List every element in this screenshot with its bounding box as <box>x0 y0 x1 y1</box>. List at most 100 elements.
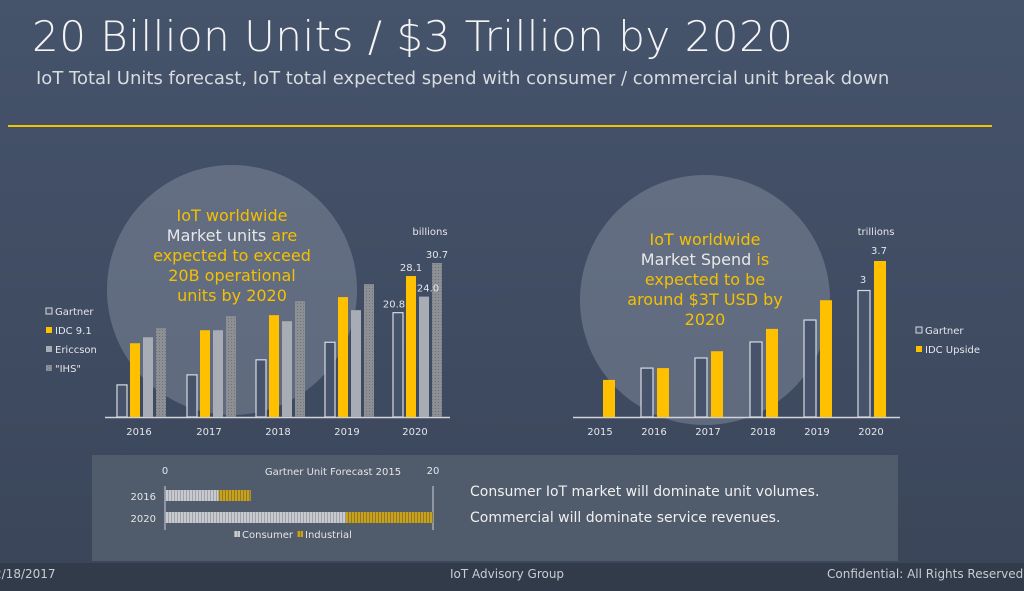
bar-idcupside-2018 <box>766 328 778 417</box>
x-tick-label: 2020 <box>858 427 883 438</box>
x-tick-label: 2019 <box>334 427 359 438</box>
note-commercial: Commercial will dominate service revenue… <box>470 510 781 526</box>
chart-title: Gartner Unit Forecast 2015 <box>265 467 401 478</box>
x-tick-label: 2018 <box>750 427 775 438</box>
bar-idc91-2017 <box>200 330 210 417</box>
legend-swatch <box>45 307 53 315</box>
legend-swatch <box>46 365 52 371</box>
data-label: 3 <box>860 275 866 286</box>
bar-gartner-2017 <box>186 374 198 418</box>
legend-label: Industrial <box>305 530 352 541</box>
callout-line: expected to be <box>644 270 766 289</box>
x-tick-label: 0 <box>162 466 168 477</box>
data-label: 20.8 <box>383 300 405 311</box>
bar-gartner-2016 <box>116 384 128 418</box>
callout-line: IoT worldwide <box>176 206 288 225</box>
bar-gartner-2016 <box>640 367 654 418</box>
unit-forecast-panel <box>92 455 898 561</box>
footer-bar <box>0 563 1024 591</box>
legend-label: Consumer <box>242 530 294 541</box>
legend-swatch <box>234 531 240 537</box>
legend-label: IDC 9.1 <box>55 326 92 337</box>
slide-title: 20 Billion Units / $3 Trillion by 2020 <box>32 12 794 61</box>
footer-org: IoT Advisory Group <box>450 567 565 581</box>
bar-gartner-2018 <box>255 359 267 418</box>
bar-ericcson-2020 <box>419 296 429 417</box>
bar-ericcson-2016 <box>143 337 153 417</box>
data-label: 28.1 <box>400 263 422 274</box>
bar-ericcson-2018 <box>282 321 292 417</box>
bar-ihs-2018 <box>295 301 305 417</box>
legend-label: Gartner <box>55 307 94 318</box>
bar-idcupside-2017 <box>711 351 723 417</box>
x-tick-label: 20 <box>427 466 440 477</box>
legend-swatch <box>46 327 52 333</box>
bar-idcupside-2019 <box>820 300 832 417</box>
bar-gartner-2019 <box>324 341 336 418</box>
bar-ihs-2017 <box>226 316 236 417</box>
x-tick-label: 2019 <box>804 427 829 438</box>
callout-line: 20B operational <box>168 266 296 285</box>
legend-swatch <box>915 326 923 334</box>
callout-line: IoT worldwide <box>649 230 761 249</box>
unit-label: billions <box>412 227 447 238</box>
data-label: 30.7 <box>426 250 448 261</box>
callout-highlight: Market Spend <box>640 250 752 269</box>
legend-swatch <box>916 346 922 352</box>
bar-idc91-2020 <box>406 276 416 417</box>
bar-gartner-2020 <box>857 289 871 418</box>
legend-label: "IHS" <box>55 364 81 375</box>
unit-label: trillions <box>858 227 895 238</box>
left-callout-text: IoT worldwide Market units are expected … <box>132 206 332 306</box>
bar-gartner-2020 <box>392 312 404 418</box>
bar-idc91-2019 <box>338 297 348 417</box>
legend-swatch <box>46 346 52 352</box>
bar-industrial-2016 <box>218 490 251 501</box>
x-tick-label: 2015 <box>587 427 612 438</box>
y-tick-label: 2020 <box>131 514 156 525</box>
legend-label: Ericcson <box>55 345 97 356</box>
footer-confidential: Confidential: All Rights Reserved <box>827 567 1024 581</box>
bar-industrial-2020 <box>345 512 433 523</box>
bar-gartner-2018 <box>749 341 763 418</box>
bar-idc91-2018 <box>269 315 279 417</box>
data-label: 24.0 <box>417 284 439 295</box>
bar-consumer-2020 <box>165 512 346 523</box>
accent-divider <box>8 125 992 127</box>
bar-idcupside-2016 <box>657 368 669 417</box>
legend-swatch <box>297 531 303 537</box>
bar-gartner-2019 <box>803 319 817 418</box>
note-consumer: Consumer IoT market will dominate unit v… <box>470 484 820 500</box>
slide-subtitle: IoT Total Units forecast, IoT total expe… <box>36 68 890 89</box>
x-tick-label: 2020 <box>402 427 427 438</box>
callout-line: units by 2020 <box>177 286 287 305</box>
bar-ericcson-2019 <box>351 310 361 417</box>
right-callout-text: IoT worldwide Market Spend is expected t… <box>605 230 805 330</box>
bar-ericcson-2017 <box>213 330 223 417</box>
footer-date: 2/18/2017 <box>0 567 56 581</box>
bar-idcupside-2020 <box>874 261 886 417</box>
callout-highlight: Market units <box>166 226 267 245</box>
callout-line: expected to exceed <box>153 246 311 265</box>
callout-line: is <box>751 250 770 269</box>
legend-label: Gartner <box>925 326 964 337</box>
bar-ihs-2019 <box>364 284 374 417</box>
callout-line: around $3T USD by <box>627 290 783 309</box>
x-tick-label: 2016 <box>126 427 151 438</box>
bar-ihs-2016 <box>156 328 166 417</box>
x-tick-label: 2018 <box>265 427 290 438</box>
legend-label: IDC Upside <box>925 345 980 356</box>
callout-line: 2020 <box>684 310 726 329</box>
bar-ihs-2020 <box>432 263 442 417</box>
x-tick-label: 2017 <box>196 427 221 438</box>
y-tick-label: 2016 <box>131 492 156 503</box>
bar-idcupside-2015 <box>603 379 615 417</box>
data-label: 3.7 <box>871 246 887 257</box>
x-tick-label: 2016 <box>641 427 666 438</box>
x-tick-label: 2017 <box>695 427 720 438</box>
bar-consumer-2016 <box>165 490 219 501</box>
callout-line: are <box>266 226 298 245</box>
bar-idc91-2016 <box>130 343 140 417</box>
bar-gartner-2017 <box>694 357 708 418</box>
